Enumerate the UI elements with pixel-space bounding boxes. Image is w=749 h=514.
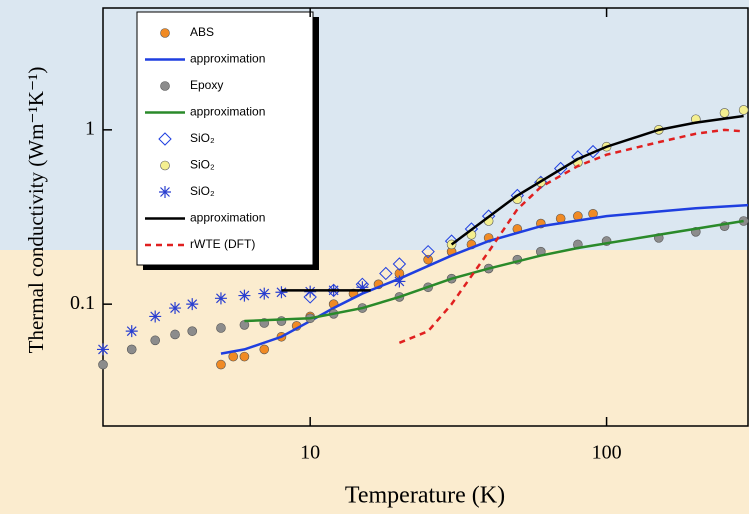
legend-swatch <box>160 160 170 171</box>
background-top <box>0 0 749 250</box>
data-point <box>258 287 271 300</box>
y-tick-label: 1 <box>85 117 95 139</box>
y-axis-label: Thermal conductivity (Wm⁻¹K⁻¹) <box>24 67 48 354</box>
plot-area <box>97 105 749 370</box>
data-point <box>214 292 227 305</box>
data-point <box>125 325 138 338</box>
series-line <box>220 203 749 355</box>
legend-label: SiO₂ <box>190 184 215 198</box>
legend-label: rWTE (DFT) <box>190 237 255 251</box>
data-point <box>98 359 108 370</box>
plot-frame <box>102 7 749 427</box>
x-tick-label: 100 <box>592 442 622 464</box>
legend-label: approximation <box>190 211 265 225</box>
data-point <box>379 266 393 281</box>
data-point <box>421 244 435 259</box>
legend-label: SiO₂ <box>190 131 215 145</box>
data-point <box>97 343 109 356</box>
data-point <box>304 285 317 298</box>
data-point <box>326 283 341 298</box>
data-point <box>392 257 407 271</box>
data-point <box>275 286 288 299</box>
legend-label: Epoxy <box>190 78 223 92</box>
data-point <box>738 105 749 115</box>
legend-label: approximation <box>190 105 265 119</box>
legend-swatch <box>158 132 172 146</box>
legend-label: approximation <box>190 52 265 66</box>
series-line <box>281 114 744 292</box>
data-point <box>150 335 160 346</box>
data-point <box>149 310 162 323</box>
data-point <box>393 275 406 288</box>
series-line <box>398 128 744 344</box>
data-point <box>187 326 198 336</box>
legend-label: SiO₂ <box>190 158 215 172</box>
legend-swatch <box>160 81 170 91</box>
data-point <box>170 329 180 340</box>
x-tick-label: 10 <box>300 442 320 464</box>
data-point <box>228 351 239 362</box>
data-point <box>719 108 730 118</box>
data-point <box>423 254 433 265</box>
data-point <box>216 359 226 370</box>
data-point <box>239 351 250 362</box>
data-point <box>216 323 226 333</box>
legend-label: ABS <box>190 25 214 39</box>
data-point <box>169 302 182 315</box>
data-point <box>186 298 199 311</box>
legend-swatch <box>159 186 171 198</box>
series-line <box>244 219 744 323</box>
legend-swatch <box>160 28 170 38</box>
legend-box <box>136 11 314 266</box>
y-tick-label: 0.1 <box>70 292 95 314</box>
x-axis-label: Temperature (K) <box>345 483 505 509</box>
background-bottom <box>0 250 749 514</box>
data-point <box>356 281 369 294</box>
data-point <box>276 316 287 326</box>
data-point <box>259 344 270 355</box>
data-point <box>238 289 251 302</box>
data-point <box>126 344 137 355</box>
